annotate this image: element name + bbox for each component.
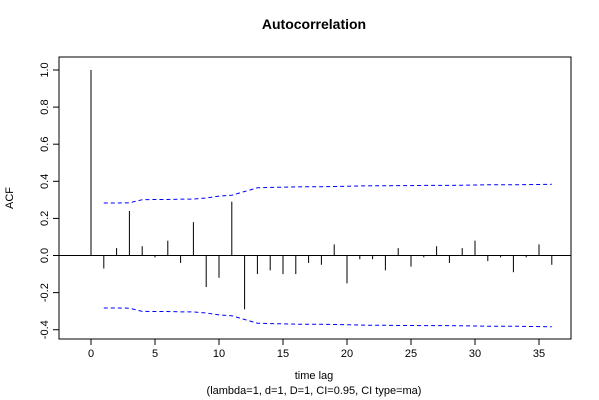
ci-upper-line [103,183,552,204]
acf-bars [90,69,553,310]
y-tick-label--0.2: -0.2 [39,283,51,302]
x-tick-label-10: 10 [213,348,225,360]
x-tick-label-15: 15 [277,348,289,360]
y-axis-label: ACF [4,187,16,209]
x-tick-label-5: 5 [152,348,158,360]
x-tick-label-20: 20 [341,348,353,360]
y-tick-label--0.4: -0.4 [39,320,51,339]
x-tick-label-30: 30 [469,348,481,360]
y-tick-label-0.4: 0.4 [39,174,51,189]
y-tick-label-1.0: 1.0 [39,62,51,77]
y-tick-label-0.2: 0.2 [39,211,51,226]
x-tick-label-0: 0 [88,348,94,360]
chart-subtitle: (lambda=1, d=1, D=1, CI=0.95, CI type=ma… [207,385,422,397]
x-axis-label: time lag [295,370,334,382]
y-tick-label-0.0: 0.0 [39,248,51,263]
x-axis: 0 5 10 15 20 25 30 35 [88,338,545,360]
ci-lower-line [103,307,552,328]
y-tick-label-0.6: 0.6 [39,137,51,152]
y-tick-label-0.8: 0.8 [39,99,51,114]
y-axis: -0.4 -0.2 0.0 0.2 0.4 0.6 0.8 1.0 [39,62,60,339]
chart-title: Autocorrelation [262,16,366,32]
x-tick-label-25: 25 [405,348,417,360]
x-tick-label-35: 35 [533,348,545,360]
confidence-bands [103,183,552,328]
